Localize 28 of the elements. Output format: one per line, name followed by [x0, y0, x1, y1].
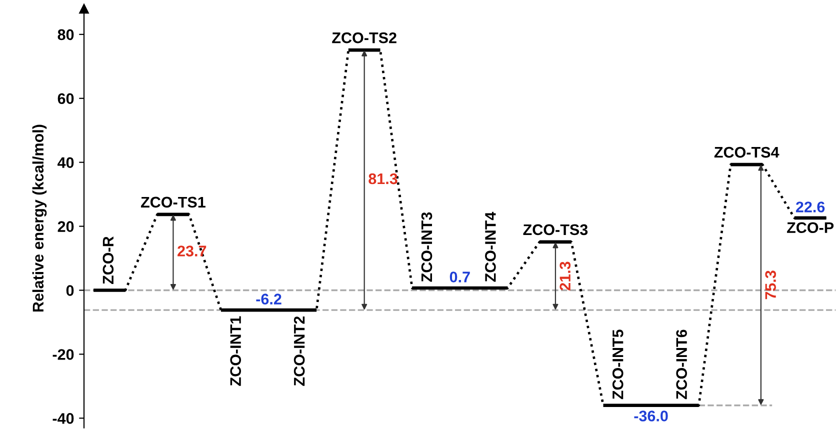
annotation: 23.7: [178, 246, 206, 256]
annotation: ZCO-INT5: [612, 330, 624, 400]
annotation: 21.3: [560, 262, 571, 290]
annotation: ZCO-TS3: [523, 224, 588, 236]
annotation: ZCO-P: [787, 222, 834, 234]
annotation: ZCO-INT1: [230, 316, 242, 386]
annotation: ZCO-TS4: [714, 146, 780, 158]
annotation: 75.3: [765, 270, 776, 300]
data-label: 0.7: [450, 272, 470, 282]
y-tick-label: -20: [52, 349, 74, 360]
y-tick-label: 0: [66, 285, 74, 296]
y-tick-label: 20: [58, 221, 74, 232]
annotation: ZCO-TS2: [332, 32, 396, 44]
annotation: ZCO-R: [102, 236, 114, 284]
data-label: 22.6: [796, 202, 825, 212]
annotation: ZCO-INT2: [294, 316, 305, 386]
annotation: ZCO-INT6: [676, 330, 687, 400]
annotation: 81.3: [368, 173, 398, 184]
annotation: ZCO-TS1: [140, 196, 206, 208]
data-label: -6.2: [256, 294, 282, 304]
y-tick-label: 40: [58, 157, 74, 168]
data-label: -36.0: [634, 410, 668, 422]
annotation: ZCO-INT3: [421, 212, 432, 282]
y-tick-label: 80: [58, 29, 74, 40]
y-axis-title: Relative energy (kcal/mol): [32, 124, 47, 312]
annotation: ZCO-INT4: [485, 212, 496, 282]
y-tick-label: -40: [52, 413, 74, 424]
y-tick-label: 60: [58, 93, 74, 104]
